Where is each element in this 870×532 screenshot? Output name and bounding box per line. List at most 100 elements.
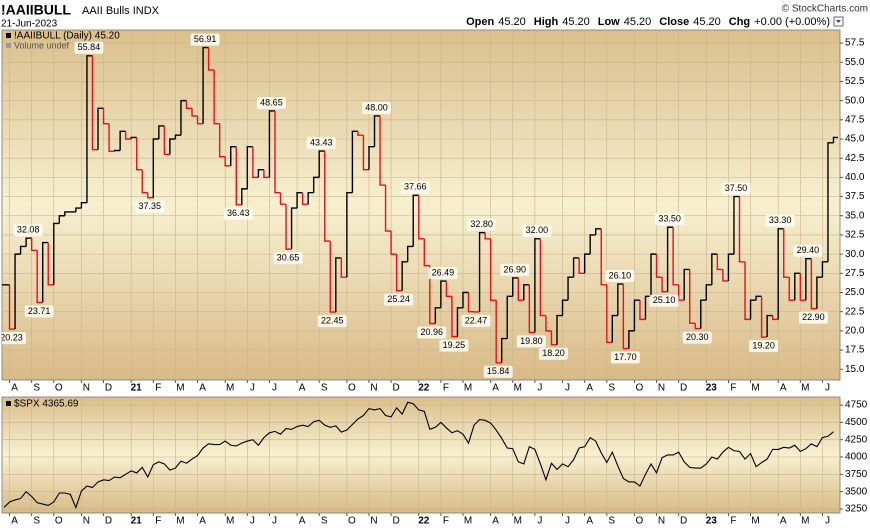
step-segment	[429, 265, 436, 325]
step-segment	[722, 269, 729, 282]
data-label: 37.35	[139, 201, 162, 211]
x-tick-label: M	[751, 383, 759, 394]
x-tick-label: 22	[418, 383, 430, 394]
label-box	[649, 294, 679, 307]
step-segment	[727, 253, 734, 281]
step-segment	[268, 110, 275, 178]
y-tick-label: 52.5	[845, 76, 865, 87]
step-segment	[301, 192, 309, 205]
step-segment	[119, 130, 126, 151]
x-tick-label: F	[730, 516, 736, 527]
x-tick-label: N	[370, 516, 377, 527]
x-tick-label: D	[392, 383, 399, 394]
y-tick-label: 22.5	[845, 306, 865, 317]
y-tick-label: 3250	[845, 504, 868, 515]
symbol: !AAIIBULL	[1, 2, 71, 18]
step-segment	[53, 222, 60, 285]
step-segment	[711, 253, 718, 285]
step-segment	[683, 268, 690, 301]
step-segment	[174, 134, 181, 139]
step-segment	[783, 228, 790, 278]
step-segment	[583, 253, 591, 274]
step-segment	[489, 238, 497, 301]
x-tick-label: A	[586, 516, 593, 527]
step-segment	[346, 192, 353, 278]
step-segment	[86, 55, 93, 203]
step-segment	[506, 295, 513, 339]
legend-label: Volume undef	[14, 40, 70, 50]
step-segment	[805, 258, 812, 301]
step-segment	[694, 323, 701, 330]
step-segment	[207, 47, 215, 71]
x-tick-label: D	[105, 383, 112, 394]
x-tick-label: S	[321, 383, 328, 394]
label-box	[306, 137, 336, 150]
y-tick-label: 3750	[845, 469, 868, 480]
label-box	[721, 182, 751, 195]
step-segment	[672, 227, 679, 286]
x-tick-label: F	[155, 383, 161, 394]
quote-value: 45.20	[624, 16, 652, 28]
step-segment	[467, 292, 475, 313]
x-tick-label: M	[464, 516, 472, 527]
step-segment	[290, 207, 298, 250]
step-segment	[312, 176, 320, 193]
y-tick-label: 40.0	[845, 172, 865, 183]
data-label: 43.43	[310, 137, 333, 147]
legend-label: $SPX 4365.69	[14, 399, 79, 410]
step-segment	[440, 280, 447, 308]
data-label: 20.30	[686, 332, 709, 342]
quote-label: Low	[598, 16, 620, 28]
data-label: 30.65	[277, 253, 300, 263]
x-tick-label: N	[658, 516, 665, 527]
step-segment	[362, 135, 369, 171]
data-label: 15.84	[487, 366, 510, 376]
label-box	[317, 315, 347, 328]
step-segment	[794, 272, 801, 301]
step-segment	[512, 277, 519, 297]
step-segment	[523, 284, 530, 301]
x-tick-label: M	[464, 383, 472, 394]
step-segment	[644, 295, 652, 320]
step-segment	[318, 150, 325, 178]
data-label: 18.20	[542, 348, 565, 358]
step-segment	[257, 168, 264, 178]
x-tick-label: O	[636, 383, 644, 394]
data-label: 25.10	[653, 295, 676, 305]
y-tick-label: 30.0	[845, 249, 865, 260]
data-label: 33.50	[658, 214, 681, 224]
x-tick-label: J	[537, 516, 542, 527]
label-box	[384, 293, 414, 306]
label-box	[13, 224, 43, 237]
step-segment	[147, 192, 154, 199]
label-box	[793, 244, 823, 257]
step-segment	[124, 131, 132, 140]
label-box	[400, 181, 430, 194]
symbol-name: AAII Bulls INDX	[82, 5, 160, 17]
legend-swatch	[6, 401, 11, 406]
step-segment	[716, 254, 723, 271]
legend-swatch	[6, 33, 11, 38]
step-segment	[412, 194, 419, 247]
x-tick-label: J	[825, 516, 830, 527]
step-segment	[307, 192, 314, 205]
x-tick-label: D	[680, 383, 687, 394]
y-tick-label: 32.5	[845, 230, 865, 241]
step-segment	[368, 145, 375, 170]
label-box	[765, 214, 795, 227]
x-tick-label: S	[608, 383, 615, 394]
x-tick-label: J	[250, 516, 255, 527]
step-segment	[130, 136, 137, 139]
label-box	[135, 200, 165, 213]
data-label: 48.00	[365, 102, 388, 112]
y-tick-label: 17.5	[845, 345, 865, 356]
line	[3, 401, 834, 510]
step-segment	[252, 146, 259, 179]
data-label: 25.24	[387, 294, 410, 304]
data-label: 36.43	[227, 208, 250, 218]
step-segment	[30, 238, 38, 251]
x-tick-label: M	[514, 383, 522, 394]
step-segment	[141, 169, 148, 194]
data-label: 20.96	[421, 327, 444, 337]
x-tick-label: S	[321, 516, 328, 527]
